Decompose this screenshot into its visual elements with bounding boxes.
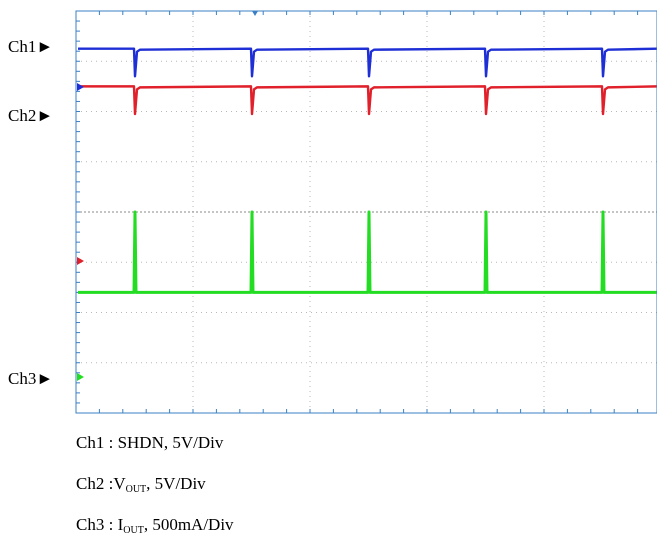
- ch1-ground-marker: [77, 83, 84, 91]
- ch1-label: Ch1►: [8, 37, 54, 56]
- trace-ch3: [78, 210, 657, 294]
- trace-ch2: [78, 85, 657, 116]
- grid: [76, 11, 657, 413]
- plot-frame: [75, 10, 657, 414]
- markers: [77, 83, 84, 381]
- trace-ch1: [78, 47, 657, 78]
- ch3-ground-marker: [77, 373, 84, 381]
- ch2-ground-marker: [77, 257, 84, 265]
- legend-ch1: Ch1 : SHDN, 5V/Div: [76, 433, 224, 452]
- legend-ch3: Ch3 : IOUT, 500mA/Div: [76, 515, 234, 536]
- traces: [78, 47, 657, 294]
- ch2-label: Ch2►: [8, 106, 54, 125]
- ch3-label: Ch3►: [8, 369, 54, 388]
- oscilloscope-plot: [75, 10, 657, 414]
- legend-ch2: Ch2 :VOUT, 5V/Div: [76, 474, 206, 495]
- trigger-marker: [252, 11, 258, 16]
- ticks: [75, 10, 639, 413]
